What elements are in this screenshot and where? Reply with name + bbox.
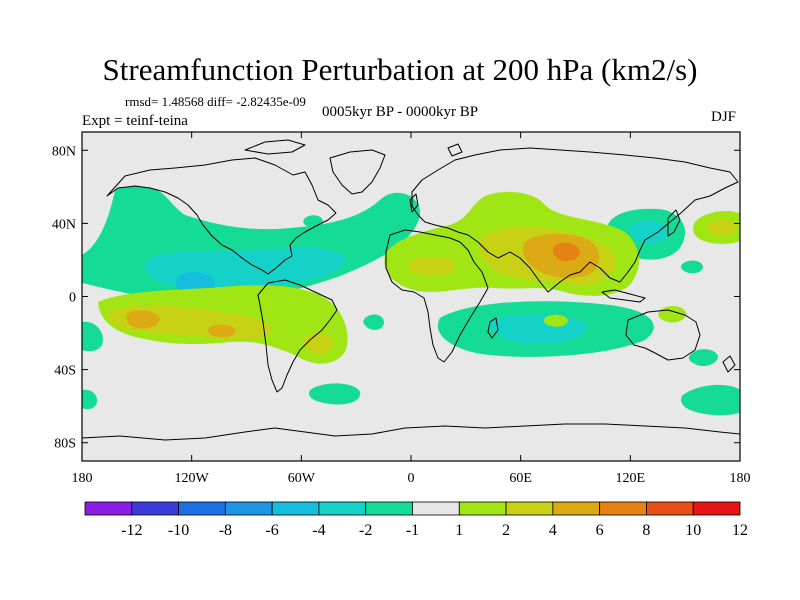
coastline-australia — [625, 309, 701, 361]
colorbar-label: 10 — [685, 522, 701, 539]
north-pacific-positive-inner — [706, 219, 738, 236]
coastline-madagascar — [487, 317, 499, 339]
x-tick-label: 60E — [509, 471, 532, 486]
colorbar-label: 12 — [732, 522, 748, 539]
colorbar-swatch — [552, 501, 601, 516]
colorbar-swatch — [458, 501, 507, 516]
period-label: 0005kyr BP - 0000kyr BP — [322, 104, 479, 120]
x-tick-label: 180 — [72, 471, 93, 486]
colorbar-swatch — [692, 501, 741, 516]
coastline-svalbard — [447, 143, 463, 157]
colorbar-swatch — [318, 501, 367, 516]
x-tick-label: 0 — [408, 471, 415, 486]
colorbar-label: -12 — [121, 522, 142, 539]
x-tick-label: 120E — [616, 471, 646, 486]
atlantic-small-negative — [363, 314, 384, 330]
north-pacific-small-negative — [681, 260, 703, 274]
x-axis: 180 120W 60W 0 60E 120E 180 — [72, 132, 751, 486]
y-tick-label: 40S — [54, 364, 76, 379]
coastline-north-america — [106, 157, 337, 275]
stats-line: rmsd= 1.48568 diff= -2.82435e-09 — [125, 94, 306, 109]
coastline-indonesia — [601, 289, 646, 303]
nw-pacific-negative-inner — [630, 220, 669, 244]
coastline-new-zealand — [722, 355, 736, 373]
coastline-eurasia — [411, 147, 739, 293]
colorbar-swatch — [599, 501, 647, 516]
colorbar-swatch — [178, 501, 226, 516]
coastline-japan — [667, 209, 681, 237]
y-tick-label: 40N — [52, 217, 76, 232]
x-tick-label: 60W — [288, 471, 316, 486]
south-indian-positive — [543, 314, 568, 327]
coastline-greenland — [329, 149, 386, 195]
south-pacific-negative-west — [82, 321, 103, 352]
colorbar-label: -2 — [359, 522, 372, 539]
colorbar-swatch — [131, 501, 179, 516]
colorbar-swatch — [412, 501, 460, 516]
south-pacific-maximum — [126, 310, 160, 329]
colorbar-label: -6 — [265, 522, 278, 539]
map-title: Streamfunction Perturbation at 200 hPa (… — [102, 52, 698, 87]
positive-anomaly-regions — [98, 191, 740, 364]
far-sw-negative — [82, 389, 98, 410]
colorbar-swatch — [84, 501, 133, 516]
south-asia-maximum — [552, 242, 580, 262]
colorbar-swatch — [365, 501, 413, 516]
map-field — [82, 132, 740, 461]
coastline-south-america — [257, 279, 338, 393]
y-tick-label: 80N — [52, 144, 76, 159]
y-tick-label: 80S — [54, 437, 76, 452]
colorbar: -12 -10 -8 -6 -4 -2 -1 1 2 4 6 8 10 12 — [84, 501, 748, 539]
southern-ocean-negative-east — [681, 384, 740, 416]
coastline-africa — [385, 229, 489, 363]
west-pacific-small-negative — [688, 349, 718, 366]
south-pacific-secondary-maximum — [207, 324, 236, 338]
colorbar-label: -8 — [219, 522, 232, 539]
colorbar-label: 6 — [596, 522, 604, 539]
colorbar-label: 1 — [455, 522, 463, 539]
coastlines — [82, 139, 740, 441]
y-axis: 80N 40N 0 40S 80S — [52, 144, 740, 452]
south-atlantic-negative — [309, 383, 361, 405]
colorbar-label: 2 — [502, 522, 510, 539]
colorbar-label: -10 — [168, 522, 189, 539]
colorbar-label: 4 — [549, 522, 557, 539]
coastline-antarctica — [82, 423, 740, 441]
south-america-positive-inner — [303, 333, 333, 354]
season-label: DJF — [711, 109, 737, 125]
x-tick-label: 120W — [175, 471, 210, 486]
colorbar-swatch — [505, 501, 554, 516]
colorbar-swatch — [224, 501, 273, 516]
colorbar-label: -1 — [406, 522, 419, 539]
colorbar-label: -4 — [312, 522, 325, 539]
x-tick-label: 180 — [730, 471, 751, 486]
north-africa-positive-inner — [409, 256, 456, 277]
coastline-arctic-islands — [244, 139, 306, 155]
experiment-label: Expt = teinf-teina — [82, 113, 188, 129]
colorbar-swatch — [646, 501, 694, 516]
colorbar-label: 8 — [642, 522, 650, 539]
colorbar-swatch — [271, 501, 320, 516]
coastline-uk — [409, 193, 419, 213]
y-tick-label: 0 — [69, 291, 76, 306]
